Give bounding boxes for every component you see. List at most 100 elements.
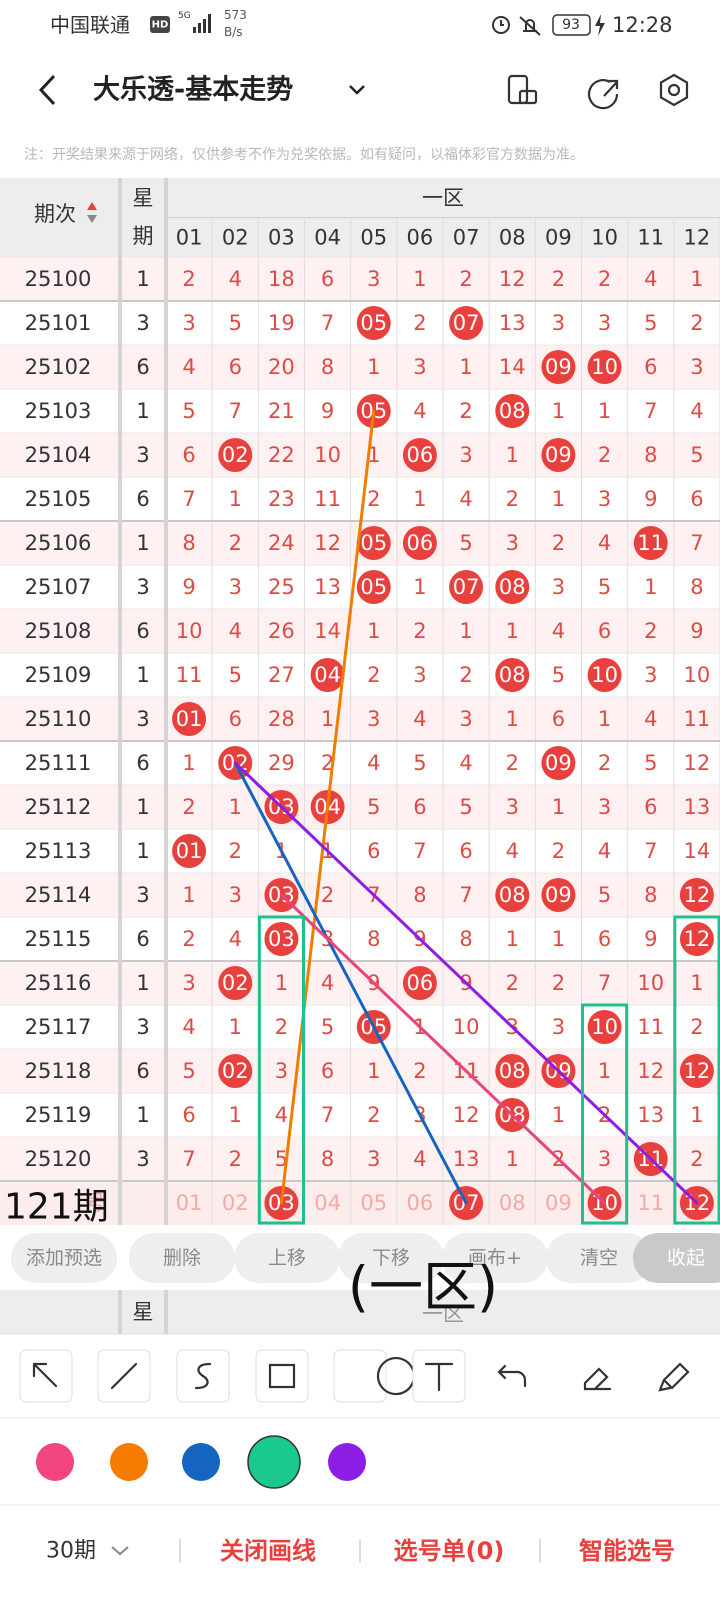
- hit-ball: [218, 1054, 253, 1088]
- miss-count: 3: [552, 311, 565, 335]
- row-bg: [0, 477, 720, 521]
- miss-count: 1: [459, 619, 472, 643]
- miss-count: 10: [453, 1015, 480, 1039]
- period: 25106: [25, 531, 92, 555]
- column-header: 08: [499, 226, 526, 250]
- period: 25109: [25, 663, 92, 687]
- color-swatch[interactable]: [247, 1435, 301, 1489]
- tool-icon[interactable]: [658, 1362, 690, 1392]
- tool-icon[interactable]: [583, 1367, 612, 1391]
- handwritten-zone: (一区): [348, 1256, 498, 1319]
- miss-count: 5: [552, 663, 565, 687]
- color-swatch[interactable]: [328, 1443, 366, 1481]
- hit-ball: [402, 966, 437, 1000]
- hit-number: 10: [591, 663, 618, 687]
- tool-button[interactable]: [255, 1349, 309, 1403]
- miss-count: 6: [690, 487, 703, 511]
- hit-ball: [541, 438, 576, 472]
- action-button[interactable]: [546, 1233, 652, 1283]
- action-button[interactable]: [633, 1233, 720, 1283]
- miss-count: 1: [413, 487, 426, 511]
- miss-count: 22: [268, 443, 295, 467]
- miss-count: 12: [453, 1103, 480, 1127]
- row-bg: [0, 1093, 720, 1137]
- miss-count: 4: [690, 399, 703, 423]
- miss-count: 1: [229, 1103, 242, 1127]
- period: 25102: [25, 355, 92, 379]
- hit-number: 09: [545, 883, 572, 907]
- miss-count: 7: [598, 971, 611, 995]
- miss-count: 5: [598, 883, 611, 907]
- miss-count: 5: [459, 795, 472, 819]
- miss-count: 2: [182, 927, 195, 951]
- weekday: 6: [136, 355, 149, 379]
- action-button[interactable]: [234, 1233, 340, 1283]
- share-button[interactable]: [587, 79, 619, 110]
- signal-icon: [193, 14, 211, 33]
- action-button[interactable]: [129, 1233, 235, 1283]
- miss-count: 11: [637, 1015, 664, 1039]
- miss-count: 4: [229, 927, 242, 951]
- action-button[interactable]: [338, 1233, 444, 1283]
- miss-count: 6: [367, 839, 380, 863]
- column-header: 02: [222, 226, 249, 250]
- hit-number: 05: [360, 311, 387, 335]
- column-header: 03: [268, 226, 295, 250]
- miss-count: 6: [644, 355, 657, 379]
- miss-count: 2: [321, 883, 334, 907]
- weekday: 6: [136, 927, 149, 951]
- color-swatch[interactable]: [110, 1443, 148, 1481]
- speed-unit: B/s: [224, 25, 243, 39]
- miss-count: 1: [598, 1059, 611, 1083]
- hit-number: 07: [453, 311, 480, 335]
- action-button[interactable]: [442, 1233, 548, 1283]
- weekday: 3: [136, 311, 149, 335]
- weekday: 1: [136, 663, 149, 687]
- weekday: 6: [136, 487, 149, 511]
- column-header: 09: [545, 226, 572, 250]
- miss-count: 3: [598, 487, 611, 511]
- row-bg: [0, 1049, 720, 1093]
- miss-count: 4: [413, 1147, 426, 1171]
- hit-ball: [356, 306, 391, 340]
- hit-number: 06: [407, 443, 434, 467]
- color-swatch[interactable]: [36, 1443, 74, 1481]
- hit-number: 02: [222, 443, 249, 467]
- miss-count: 5: [229, 311, 242, 335]
- hit-ball: [495, 570, 530, 604]
- miss-count: 1: [229, 487, 242, 511]
- hit-number: 02: [222, 971, 249, 995]
- period: 25114: [25, 883, 92, 907]
- row-bg: [0, 257, 720, 301]
- action-label: 收起: [667, 1247, 705, 1269]
- title-dropdown[interactable]: [349, 85, 365, 95]
- miss-count: 25: [268, 575, 295, 599]
- miss-count: 10: [314, 443, 341, 467]
- period-select[interactable]: 30期: [46, 1539, 96, 1564]
- column-header: 05: [360, 226, 387, 250]
- bottom-button[interactable]: 选号单(0): [394, 1537, 505, 1565]
- rotate-button[interactable]: [507, 74, 538, 105]
- bottom-button[interactable]: 智能选号: [579, 1537, 675, 1565]
- period: 25119: [25, 1103, 92, 1127]
- weekday-divider: [164, 178, 168, 1225]
- settings-button[interactable]: [659, 73, 689, 107]
- bottom-button[interactable]: 关闭画线: [220, 1537, 316, 1565]
- drawn-box: [581, 1003, 629, 1225]
- miss-count: 5: [321, 1015, 334, 1039]
- tool-icon: [424, 1362, 454, 1392]
- color-swatch[interactable]: [182, 1443, 220, 1481]
- column-header: 11: [637, 226, 664, 250]
- miss-count: 29: [268, 751, 295, 775]
- action-button[interactable]: [11, 1233, 117, 1283]
- tool-icon: [268, 1363, 296, 1389]
- miss-count: 1: [182, 751, 195, 775]
- controls: 添加预选 删除 上移 下移 画布+ 清空 收起星 一区(一区) 30期 关闭画线 选号单(0) 智能选…: [0, 1233, 720, 1565]
- miss-count: 2: [367, 487, 380, 511]
- back-button[interactable]: [38, 74, 56, 106]
- tool-icon: [32, 1362, 58, 1388]
- tool-icon[interactable]: [497, 1364, 527, 1388]
- tool-button[interactable]: [333, 1349, 387, 1403]
- miss-count: 4: [367, 751, 380, 775]
